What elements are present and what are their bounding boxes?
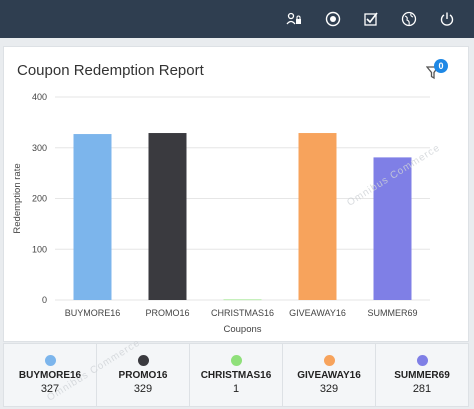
power-icon[interactable] [438,10,456,28]
bar-giveaway16 [298,133,337,300]
checkbox-icon[interactable] [362,10,380,28]
legend-item[interactable]: GIVEAWAY16 329 [283,344,376,406]
palette-icon[interactable] [324,10,342,28]
lock-person-icon[interactable] [285,10,303,28]
legend-color-dot [230,355,242,366]
y-tick-label: 200 [32,194,47,204]
legend-item[interactable]: BUYMORE16 327 [4,344,97,406]
legend-color-dot [44,355,56,366]
y-tick-label: 0 [42,295,47,305]
legend-color-dot [323,355,335,366]
bar-summer69 [373,157,412,300]
x-tick-label: CHRISTMAS16 [211,308,274,318]
legend-coupon-name: SUMMER69 [394,370,450,381]
filter-count-badge: 0 [434,59,448,73]
legend-item[interactable]: PROMO16 329 [97,344,190,406]
legend-item[interactable]: SUMMER69 281 [376,344,468,406]
legend-coupon-value: 327 [40,383,60,395]
legend-panel: BUYMORE16 327 PROMO16 329 CHRISTMAS16 1 GIVEAW… [3,343,469,407]
y-axis-label: Redemption rate [12,163,23,233]
x-tick-label: BUYMORE16 [65,308,121,318]
y-tick-label: 100 [32,244,47,254]
legend-color-dot [137,355,149,366]
x-tick-label: SUMMER69 [367,308,417,318]
bar-christmas16 [223,299,262,301]
legend-coupon-name: CHRISTMAS16 [200,370,272,381]
legend-color-dot [416,355,428,366]
report-title: Coupon Redemption Report [17,62,204,79]
x-tick-label: GIVEAWAY16 [289,308,346,318]
x-axis-label: Coupons [223,324,261,335]
legend-item[interactable]: CHRISTMAS16 1 [190,344,283,406]
legend-coupon-value: 1 [232,383,240,395]
legend-coupon-name: PROMO16 [118,370,168,381]
legend-coupon-value: 329 [133,383,153,395]
coupon-bar-chart: 0 100 200 300 400 BUYMORE16 PROMO16 CHRISTMAS16… [12,92,430,335]
y-tick-label: 300 [32,143,47,153]
legend-coupon-name: GIVEAWAY16 [297,370,361,381]
x-tick-label: PROMO16 [145,308,189,318]
bar-promo16 [148,133,187,300]
y-tick-label: 400 [32,92,47,102]
legend-coupon-value: 281 [412,383,432,395]
legend-coupon-value: 329 [319,383,339,395]
legend-coupon-name: BUYMORE16 [18,370,82,381]
top-toolbar [0,0,474,38]
globe-icon[interactable] [400,10,418,28]
bar-buymore16 [73,134,112,300]
